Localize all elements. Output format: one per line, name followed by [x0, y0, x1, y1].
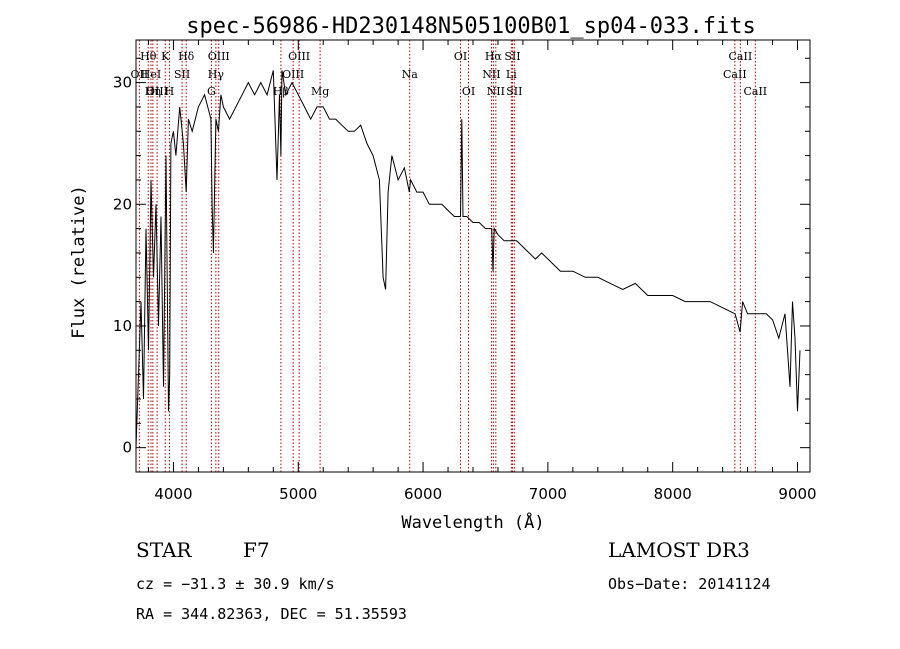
line-label-25: CaII	[729, 50, 753, 63]
line-label-23: NII	[487, 85, 505, 98]
line-label-17: OI	[454, 50, 467, 63]
object-subclass: F7	[243, 538, 270, 562]
line-label-13: OIII	[282, 68, 304, 81]
line-label-0: Hθ	[140, 50, 157, 63]
x-tick-label-1: 5000	[279, 485, 317, 503]
spectrum-line	[135, 70, 801, 448]
x-tick-label-3: 7000	[529, 485, 567, 503]
line-label-22: Li	[506, 68, 517, 81]
y-tick-label-1: 10	[113, 317, 132, 335]
x-tick-label-0: 4000	[154, 485, 192, 503]
spectral-line-markers	[138, 40, 756, 472]
y-tick-label-3: 30	[113, 74, 132, 92]
line-label-19: Hα	[485, 50, 503, 63]
survey-label: LAMOST DR3	[608, 538, 750, 562]
line-label-21: NII	[482, 68, 500, 81]
line-label-1: K	[161, 50, 170, 63]
line-label-11: G	[207, 85, 216, 98]
y-tick-label-2: 20	[113, 195, 132, 213]
line-label-10: Hγ	[208, 68, 225, 81]
x-tick-label-4: 8000	[654, 485, 692, 503]
line-label-15: Mg	[311, 85, 329, 98]
line-label-27: CaII	[743, 85, 767, 98]
y-axis-label: Flux (relative)	[69, 185, 89, 339]
line-label-2: Hδ	[178, 50, 195, 63]
line-label-6: OIII	[146, 85, 168, 98]
line-label-7: Hη	[145, 85, 161, 98]
line-label-9: OIII	[208, 50, 230, 63]
line-label-26: CaII	[723, 68, 747, 81]
x-tick-label-2: 6000	[404, 485, 442, 503]
line-label-12: OIII	[288, 50, 310, 63]
x-tick-label-5: 9000	[778, 485, 816, 503]
x-axis-label: Wavelength (Å)	[401, 511, 544, 533]
line-label-8: H	[165, 85, 175, 98]
line-label-16: Na	[402, 68, 419, 81]
obs-date: Obs−Date: 20141124	[608, 575, 771, 593]
line-label-4: HeI	[141, 68, 161, 81]
redshift-info: cz = −31.3 ± 30.9 km/s	[136, 575, 335, 593]
chart-title: spec-56986-HD230148N505100B01_sp04-033.f…	[186, 14, 756, 39]
line-label-3: OII	[131, 68, 149, 81]
axis-ticks: 4000 5000 6000 7000 8000 9000 0 10 20 30	[113, 40, 817, 503]
y-tick-label-0: 0	[122, 439, 132, 457]
coordinates: RA = 344.82363, DEC = 51.35593	[136, 605, 407, 623]
line-label-18: OI	[462, 85, 475, 98]
line-label-20: SII	[504, 50, 520, 63]
line-label-24: SII	[506, 85, 522, 98]
line-label-5: SII	[174, 68, 190, 81]
object-class: STAR	[136, 538, 192, 562]
line-label-14: Hβ	[273, 85, 289, 98]
